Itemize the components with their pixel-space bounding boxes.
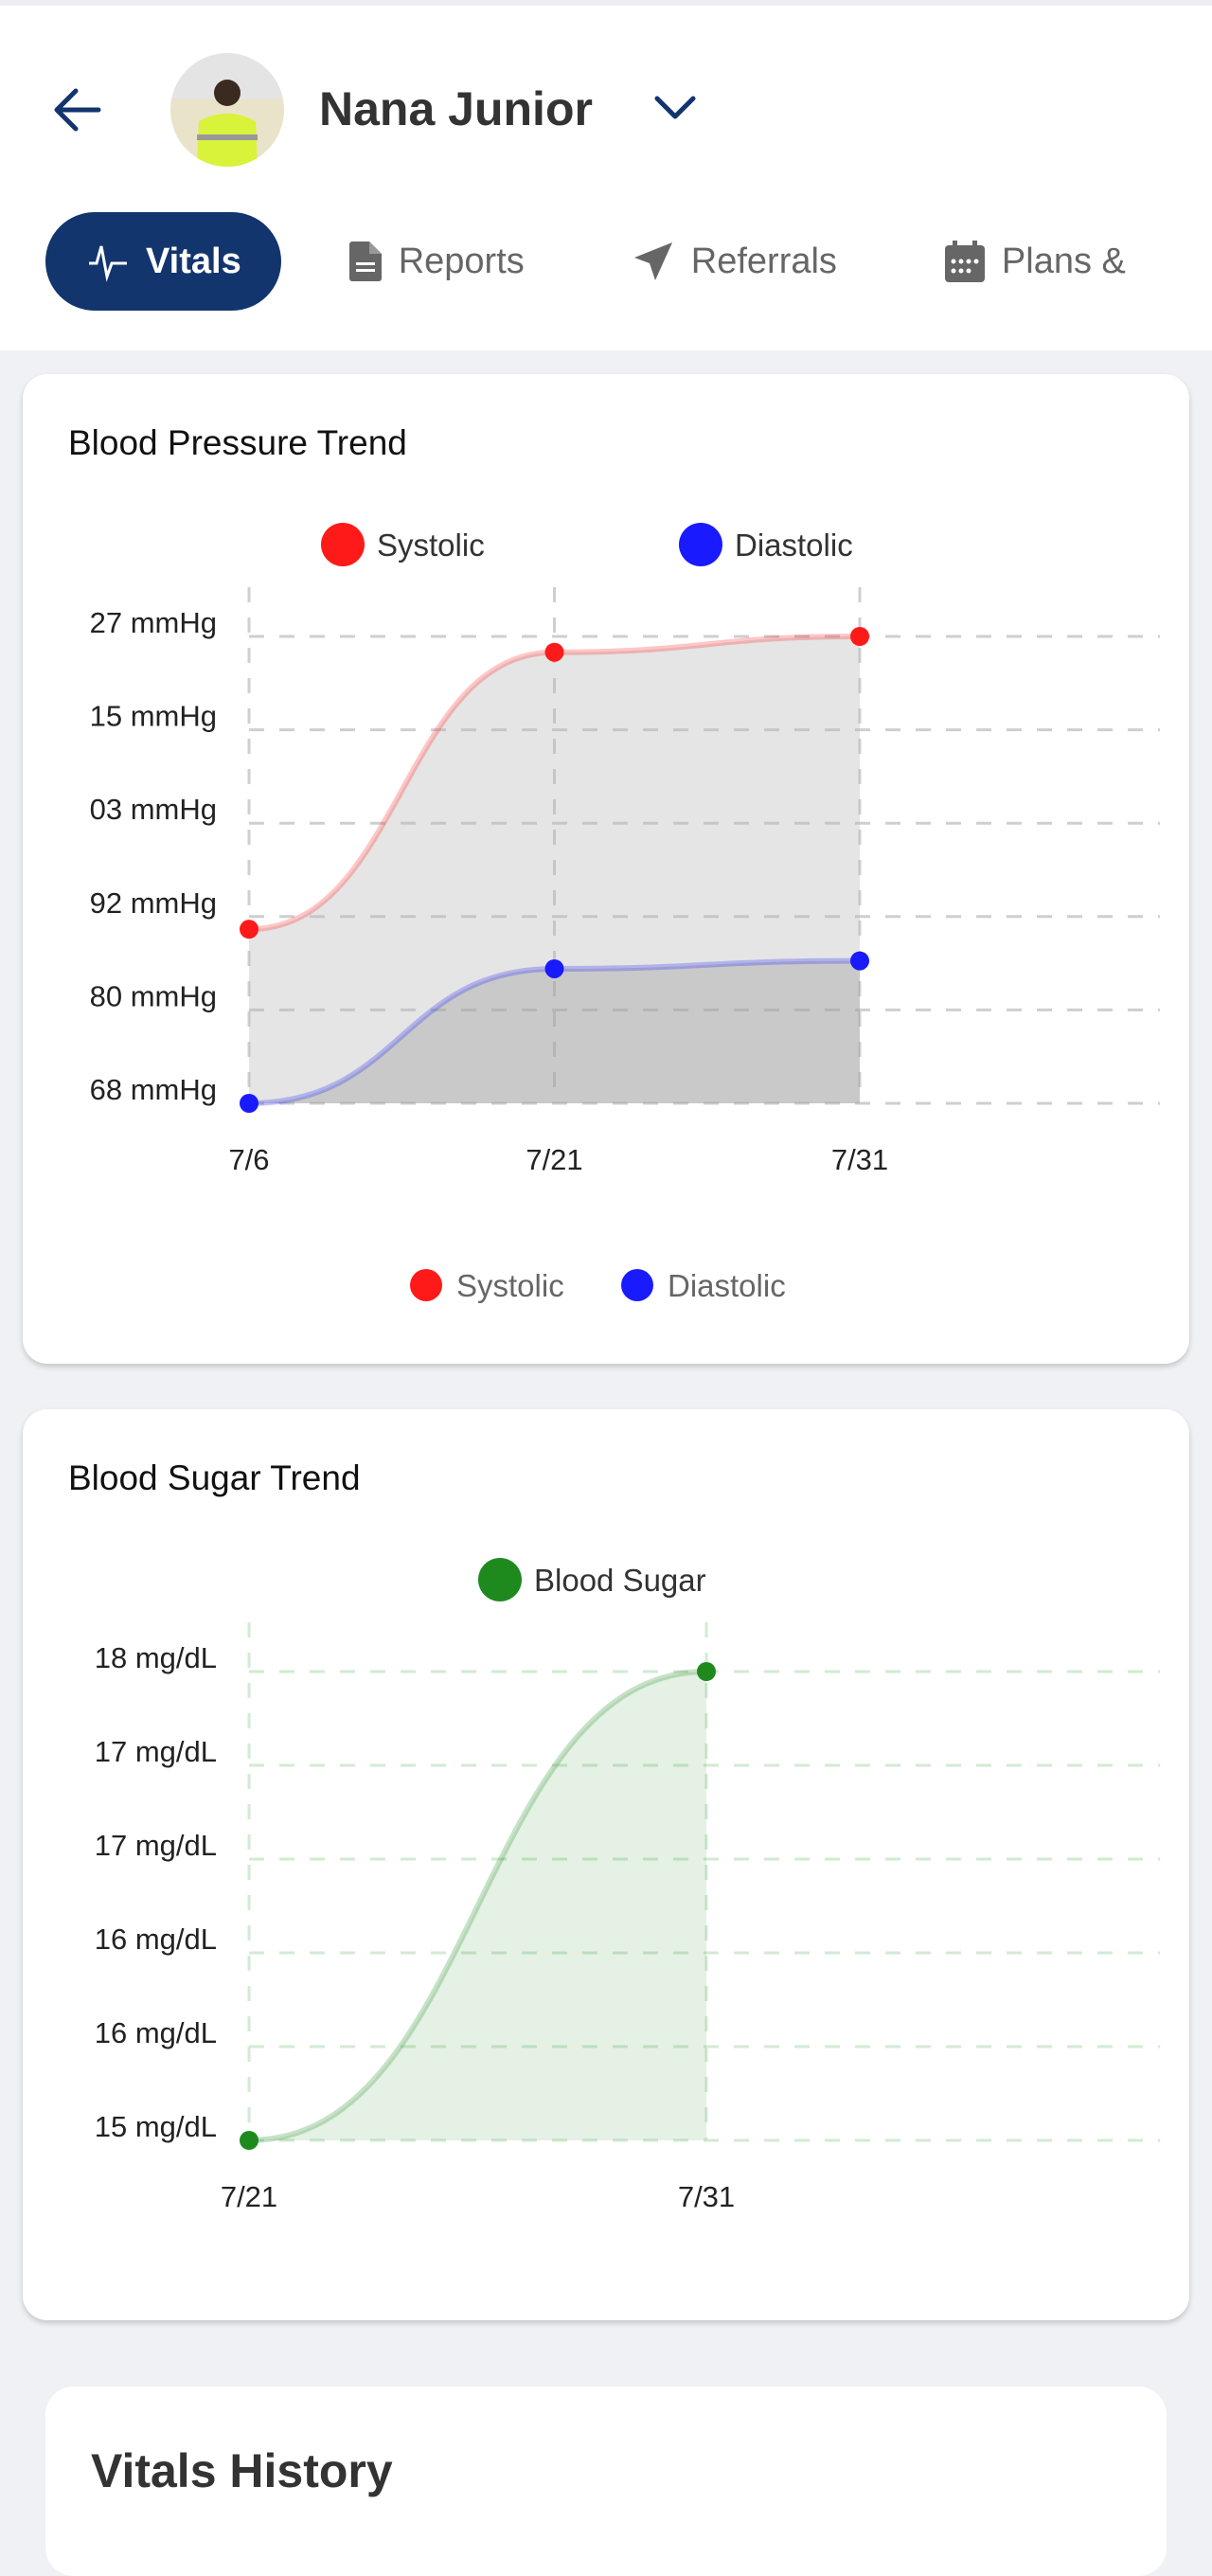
data-point [240,2131,258,2150]
y-tick-label: 17 mg/dL [95,1735,217,1768]
back-arrow-icon[interactable] [49,81,106,138]
chevron-down-icon[interactable] [653,93,697,121]
series-area [249,1672,706,2140]
tab-plans[interactable]: Plans & [905,212,1166,311]
legend-label: Systolic [377,528,485,563]
data-point [697,1662,716,1681]
calendar-icon [944,241,985,282]
x-tick-label: 7/31 [678,2180,735,2213]
series-line [248,634,861,933]
blood-pressure-chart: 68 mmHg 80 mmHg 92 mmHg 03 mmHg 15 mmHg 27 mm… [90,523,1160,1303]
blood-pressure-card: Blood Pressure Trend 68 mmHg 80 mmHg 92 mm… [23,374,1189,1364]
y-tick-label: 92 mmHg [90,886,217,920]
patient-header: Nana Junior Vitals Reports Referrals Pla… [0,0,1212,350]
paper-plane-icon [633,242,672,280]
y-tick-label: 15 mg/dL [95,2110,217,2143]
x-tick-label: 7/31 [831,1143,888,1176]
series-area [249,636,860,1103]
legend-marker [679,523,722,566]
series-line [248,1669,707,2143]
legend-marker [321,523,365,566]
chart-title: Blood Pressure Trend [68,423,407,462]
tab-reports[interactable]: Reports [310,212,564,311]
y-tick-label: 68 mmHg [90,1073,217,1106]
x-tick-label: 7/21 [221,2180,277,2213]
section-title: Vitals History [91,2444,393,2497]
document-icon [348,242,382,281]
avatar[interactable] [170,53,284,167]
vitals-history-card: Vitals History [45,2387,1167,2576]
y-tick-label: 16 mg/dL [95,1923,217,1956]
x-tick-label: 7/21 [526,1143,582,1176]
blood-sugar-card: Blood Sugar Trend 15 mg/dL 16 mg/dL 16 mg/… [23,1409,1189,2320]
y-tick-label: 17 mg/dL [95,1829,217,1862]
legend-label: Diastolic [668,1268,786,1303]
patient-name: Nana Junior [319,82,593,135]
legend-label: Systolic [456,1268,564,1303]
data-point [544,958,564,978]
legend-marker [410,1269,442,1301]
data-point [240,1094,258,1113]
legend-marker [478,1558,522,1601]
legend-label: Blood Sugar [534,1563,706,1598]
y-tick-label: 15 mmHg [90,700,217,733]
data-point [850,627,869,646]
data-point [544,642,564,662]
data-point [240,920,258,939]
tab-referrals[interactable]: Referrals [593,212,877,311]
chart-title: Blood Sugar Trend [68,1458,361,1497]
tab-vitals[interactable]: Vitals [45,212,281,311]
tab-bar: Vitals Reports Referrals Plans & [45,212,1194,311]
data-point [850,951,869,971]
y-tick-label: 16 mg/dL [95,2016,217,2049]
tab-label: Vitals [146,241,241,281]
y-tick-label: 80 mmHg [90,979,217,1012]
legend-marker [621,1269,653,1301]
pulse-icon [89,245,127,282]
tab-label: Plans & [1001,241,1126,281]
blood-sugar-chart: 15 mg/dL 16 mg/dL 16 mg/dL 17 mg/dL 17 mg/dL… [95,1558,1160,2213]
y-tick-label: 03 mmHg [90,793,217,826]
tab-label: Reports [398,241,525,281]
y-tick-label: 27 mmHg [90,606,217,639]
series-line [248,957,861,1106]
x-tick-label: 7/6 [228,1143,269,1176]
y-tick-label: 18 mg/dL [95,1641,217,1674]
series-area [249,960,860,1103]
legend-label: Diastolic [735,528,853,563]
tab-label: Referrals [690,241,837,281]
